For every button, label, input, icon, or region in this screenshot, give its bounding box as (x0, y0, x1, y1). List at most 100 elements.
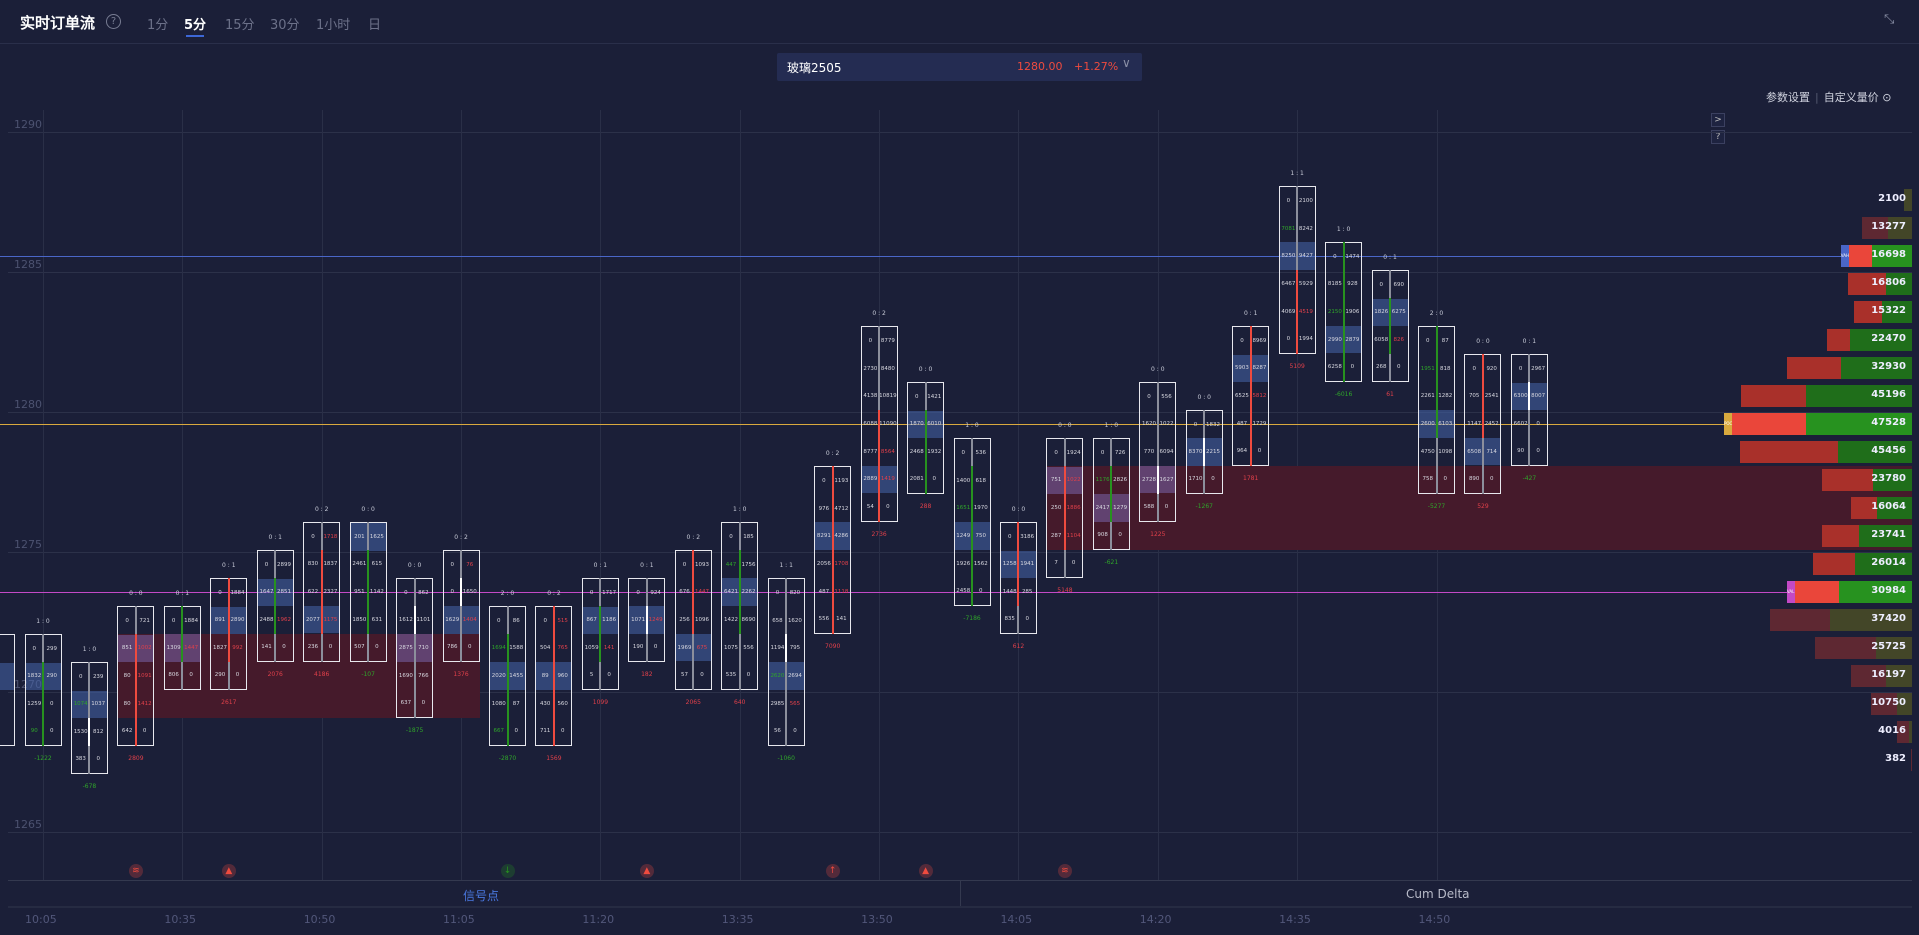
target-circle-icon[interactable]: ⊙ (1882, 91, 1892, 104)
chevron-down-icon: ∨ (1122, 56, 1131, 70)
profile-volume: 4016 (1878, 725, 1906, 736)
help-button[interactable]: ? (1711, 130, 1725, 144)
candle-body (1435, 326, 1438, 438)
footprint-cell: 0 1474 (1326, 243, 1361, 271)
profile-sell-bar (1853, 301, 1883, 323)
footprint-cell: 1530 812 (72, 718, 107, 746)
candle-delta: -107 (361, 671, 375, 678)
cell-ask: 0 (514, 728, 519, 735)
cell-ask: 795 (789, 645, 801, 652)
cell-bid: 0 (775, 589, 780, 596)
cell-bid: 0 (1379, 281, 1384, 288)
footprint-candle[interactable]: 0 2100 7081 8242 8250 9427 6467 5929 4069 4519 0 19… (1278, 186, 1316, 354)
tab-1min[interactable]: 1分 (147, 18, 169, 33)
footprint-cell: 642 0 (118, 717, 153, 745)
footprint-cell: 1259 0 (26, 690, 61, 718)
cell-bid: 0 (450, 589, 455, 596)
cell-bid: 0 (78, 673, 83, 680)
cell-ask: 10819 (879, 393, 897, 400)
profile-volume: 22470 (1871, 333, 1906, 344)
gridline (8, 272, 1912, 273)
profile-buy-bar (1888, 217, 1912, 239)
chart-toolbar: 参数设置 | 自定义量价 ⊙ (1766, 89, 1891, 105)
gridline (8, 552, 1912, 553)
cell-bid: 430 (539, 700, 551, 707)
symbol-selector[interactable]: 玻璃2505 1280.00 +1.27% ∨ (777, 53, 1142, 81)
footprint-cell: 0 299 (26, 635, 61, 663)
cell-bid: 0 (915, 393, 919, 400)
candle-delta: 2076 (267, 671, 283, 678)
tab-30min[interactable]: 30分 (270, 18, 300, 33)
price-label: 1275 (14, 538, 42, 551)
cell-ask: 6094 (1159, 448, 1174, 455)
profile-buy-bar (1885, 273, 1912, 295)
triangle-up-icon[interactable]: ▲ (639, 864, 654, 878)
cell-bid: 0 (1147, 393, 1151, 400)
arrow-down-icon[interactable]: ↓ (500, 864, 515, 878)
candle-body (599, 606, 602, 662)
cell-ask: 8690 (741, 616, 756, 623)
cell-ask: 1837 (323, 561, 338, 568)
footprint-cell: 0 2967 (1512, 355, 1547, 383)
cell-bid: 80 (123, 672, 131, 679)
footprint-candle[interactable]: 0 721 851 1002 80 1091 80 1412 642 0 (117, 606, 155, 746)
tab-5min[interactable]: 5分 (184, 14, 206, 37)
cell-ask: 1282 (1438, 393, 1453, 400)
cell-bid: 2468 (909, 448, 924, 455)
cell-bid: 0 (636, 589, 640, 596)
footprint-cell: 1951 818 (1419, 355, 1454, 383)
cell-ask: 1718 (323, 533, 338, 540)
cell-bid: 1694 (491, 645, 506, 652)
profile-buy-bar (1858, 525, 1912, 547)
candle-body (1249, 326, 1252, 466)
cell-ask: 2899 (277, 561, 291, 568)
footprint-candle[interactable] (0, 634, 16, 746)
time-label: 14:50 (1418, 913, 1451, 926)
params-settings-button[interactable]: 参数设置 (1766, 91, 1810, 104)
footprint-cell: 951 1142 (351, 578, 386, 606)
triangle-up-icon[interactable]: ▲ (918, 864, 933, 878)
double-chevron-down-icon[interactable]: ≋ (1057, 864, 1072, 878)
cell-bid: 0 (404, 589, 408, 596)
profile-sell-bar (1848, 245, 1872, 267)
tab-15min[interactable]: 15分 (225, 18, 255, 33)
triangle-up-icon[interactable]: ▲ (221, 864, 236, 878)
candle-body (692, 550, 695, 634)
cell-ask: 8969 (1252, 337, 1267, 344)
profile-sell-bar (1813, 553, 1855, 575)
tab-1hour[interactable]: 1小时 (316, 18, 351, 33)
vah-line (0, 256, 1841, 257)
tab-day[interactable]: 日 (368, 18, 382, 33)
tab-cum-delta[interactable]: Cum Delta (1406, 887, 1470, 901)
cell-bid: 1647 (259, 589, 274, 596)
footprint-candle[interactable]: 0 8779 2730 8480 4138 10819 6088 11090 8777 8564 2… (860, 326, 898, 522)
candle-delta: 529 (1477, 503, 1489, 510)
cell-ask: 11090 (879, 421, 897, 428)
footprint-cell: 0 721 (118, 607, 153, 635)
candle-ratio: 1 : 0 (965, 422, 979, 429)
cell-ask: 0 (607, 672, 611, 679)
cell-ask: 86 (512, 617, 520, 624)
double-chevron-down-icon[interactable]: ≋ (128, 864, 143, 878)
cell-ask: 0 (886, 504, 890, 511)
cell-bid: 1951 (1420, 365, 1435, 372)
expand-right-button[interactable]: > (1711, 113, 1725, 127)
tab-signals[interactable]: 信号点 (463, 889, 500, 903)
footprint-cell: 2730 8480 (862, 355, 897, 383)
cell-ask: 1421 (927, 393, 942, 400)
collapse-arrows-icon[interactable]: ⤡ (1884, 12, 1895, 27)
cell-bid: 2150 (1327, 308, 1342, 315)
cell-ask: 1175 (323, 616, 338, 623)
candle-body (645, 606, 648, 634)
candle-delta: -6016 (1334, 391, 1353, 398)
cell-bid: 2081 (909, 476, 924, 483)
cell-bid: 0 (171, 617, 176, 624)
divider: | (1815, 91, 1819, 104)
cell-ask: 1620 (787, 617, 802, 624)
question-circle-icon[interactable]: ? (106, 14, 121, 29)
custom-volume-price-button[interactable]: 自定义量价 (1823, 91, 1879, 104)
cell-ask: 1186 (602, 617, 617, 624)
cell-ask: 1906 (1345, 308, 1360, 315)
arrow-up-icon[interactable]: ↑ (825, 864, 840, 878)
